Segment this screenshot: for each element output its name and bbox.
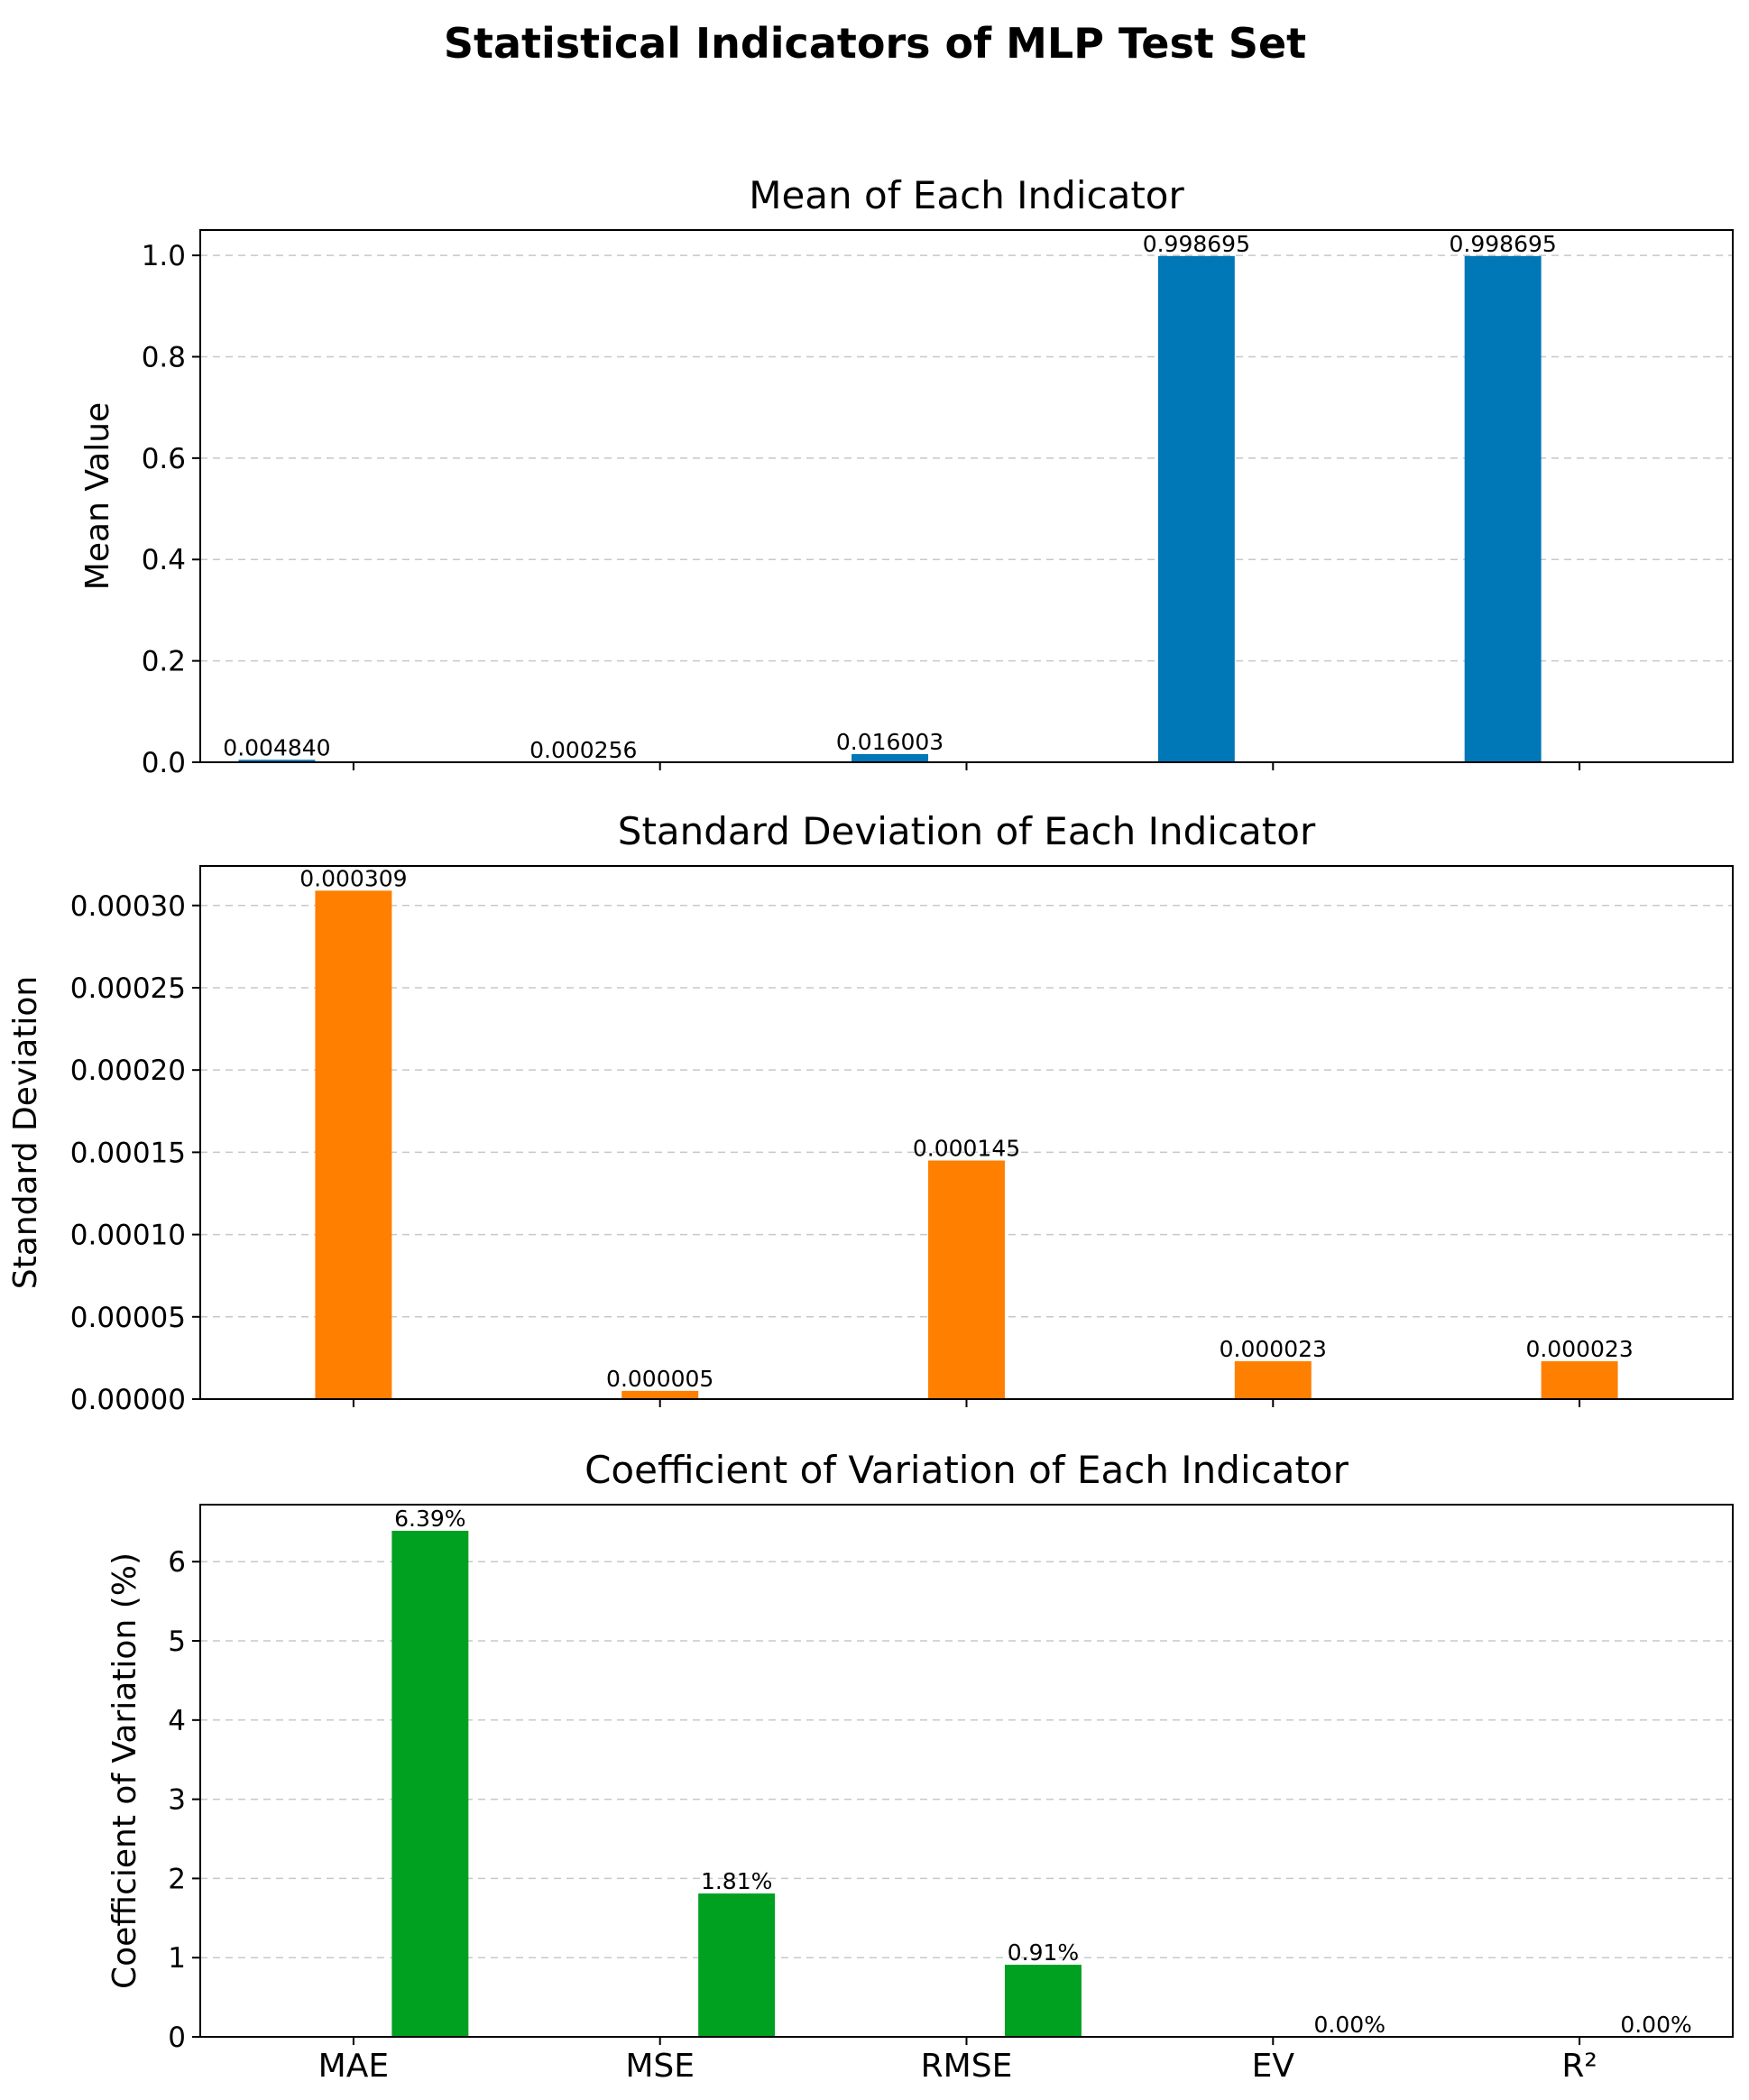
std-ytick-label: 0.00030 <box>70 890 186 923</box>
std-plot-frame <box>199 865 1734 1400</box>
cv-ytick-label: 3 <box>168 1784 186 1817</box>
mean-plot-frame <box>199 229 1734 763</box>
cv-axes: 0 1 2 3 4 5 6 MAE MSE RMSE EV R² <box>168 1504 1734 2085</box>
mean-data-label-4: 0.998695 <box>1450 231 1557 257</box>
std-bar-1 <box>621 1390 699 1399</box>
cv-data-label-3: 0.00% <box>1314 2012 1385 2038</box>
mean-chart-title: Mean of Each Indicator <box>749 173 1184 217</box>
std-ytick-label: 0.00010 <box>70 1220 186 1252</box>
mean-data-label-2: 0.016003 <box>836 729 944 755</box>
std-ytick-label: 0.00000 <box>70 1384 186 1416</box>
cv-data-label-0: 6.39% <box>394 1506 465 1532</box>
cv-chart-panel: Coefficient of Variation of Each Indicat… <box>106 1448 1734 2085</box>
mean-ytick-label: 0.2 <box>142 646 186 678</box>
cv-chart-title: Coefficient of Variation of Each Indicat… <box>585 1448 1349 1492</box>
mean-ytick-label: 0.8 <box>142 341 186 373</box>
std-ytick-label: 0.00005 <box>70 1302 186 1334</box>
mean-bar-0 <box>238 760 316 762</box>
std-axes: 0.00000 0.00005 0.00010 0.00015 0.00020 0.000… <box>70 865 1734 1416</box>
xtick-label-0: MAE <box>318 2048 389 2085</box>
cv-ytick-label: 2 <box>168 1863 186 1895</box>
cv-data-label-4: 0.00% <box>1620 2012 1691 2038</box>
cv-bars <box>391 1530 1082 2037</box>
std-chart-panel: Standard Deviation of Each Indicator Sta… <box>7 809 1734 1416</box>
mean-bar-2 <box>851 754 929 762</box>
cv-ytick-label: 5 <box>168 1626 186 1658</box>
std-data-labels: 0.000309 0.000005 0.000145 0.000023 0.000023 <box>299 865 1633 1392</box>
std-chart-title: Standard Deviation of Each Indicator <box>618 809 1316 853</box>
mean-chart-ylabel: Mean Value <box>79 402 116 590</box>
cv-bar-1 <box>698 1893 776 2037</box>
mean-ytick-label: 1.0 <box>142 240 186 272</box>
cv-data-label-1: 1.81% <box>701 1868 772 1894</box>
xtick-label-1: MSE <box>625 2048 695 2085</box>
std-data-label-2: 0.000145 <box>913 1136 1020 1162</box>
xtick-label-2: RMSE <box>921 2048 1013 2085</box>
cv-ytick-label: 6 <box>168 1546 186 1579</box>
std-ytick-label: 0.00015 <box>70 1137 186 1169</box>
std-bar-0 <box>315 890 392 1399</box>
std-ytick-label: 0.00020 <box>70 1055 186 1087</box>
std-data-label-3: 0.000023 <box>1220 1336 1327 1362</box>
mean-ytick-label: 0.4 <box>142 544 186 576</box>
figure-title: Statistical Indicators of MLP Test Set <box>444 19 1306 68</box>
mean-axes: 0.0 0.2 0.4 0.6 0.8 1.0 <box>142 229 1734 779</box>
mean-ytick-label: 0.6 <box>142 443 186 475</box>
std-data-label-1: 0.000005 <box>606 1366 713 1392</box>
cv-ytick-label: 0 <box>168 2022 186 2054</box>
cv-ytick-label: 1 <box>168 1942 186 1975</box>
cv-bar-0 <box>391 1530 469 2037</box>
std-gridlines <box>200 905 1733 1400</box>
std-bar-2 <box>928 1160 1005 1399</box>
xtick-label-4: R² <box>1561 2048 1597 2085</box>
mean-chart-panel: Mean of Each Indicator Mean Value 0.0048… <box>79 173 1734 779</box>
cv-data-labels: 6.39% 1.81% 0.91% 0.00% 0.00% <box>394 1506 1692 2038</box>
std-ytick-label: 0.00025 <box>70 972 186 1005</box>
mean-data-label-0: 0.004840 <box>223 734 330 760</box>
std-data-label-0: 0.000309 <box>299 865 407 891</box>
cv-plot-frame <box>199 1504 1734 2038</box>
mean-bar-3 <box>1157 255 1235 763</box>
xtick-label-3: EV <box>1252 2048 1295 2085</box>
mean-bars <box>238 255 1542 763</box>
std-bar-3 <box>1234 1361 1312 1399</box>
mean-data-labels: 0.004840 0.000256 0.016003 0.998695 0.998695 <box>223 231 1556 763</box>
cv-ytick-label: 4 <box>168 1705 186 1737</box>
std-bar-4 <box>1541 1361 1618 1399</box>
std-data-label-4: 0.000023 <box>1525 1336 1633 1362</box>
std-bars <box>315 890 1618 1399</box>
cv-bar-2 <box>1004 1965 1082 2037</box>
mean-bar-4 <box>1464 255 1542 763</box>
std-chart-ylabel: Standard Deviation <box>7 976 44 1289</box>
mean-data-label-3: 0.998695 <box>1143 231 1250 257</box>
cv-data-label-2: 0.91% <box>1008 1939 1079 1966</box>
mean-ytick-label: 0.0 <box>142 747 186 779</box>
mean-data-label-1: 0.000256 <box>529 737 637 763</box>
cv-chart-ylabel: Coefficient of Variation (%) <box>106 1552 143 1989</box>
